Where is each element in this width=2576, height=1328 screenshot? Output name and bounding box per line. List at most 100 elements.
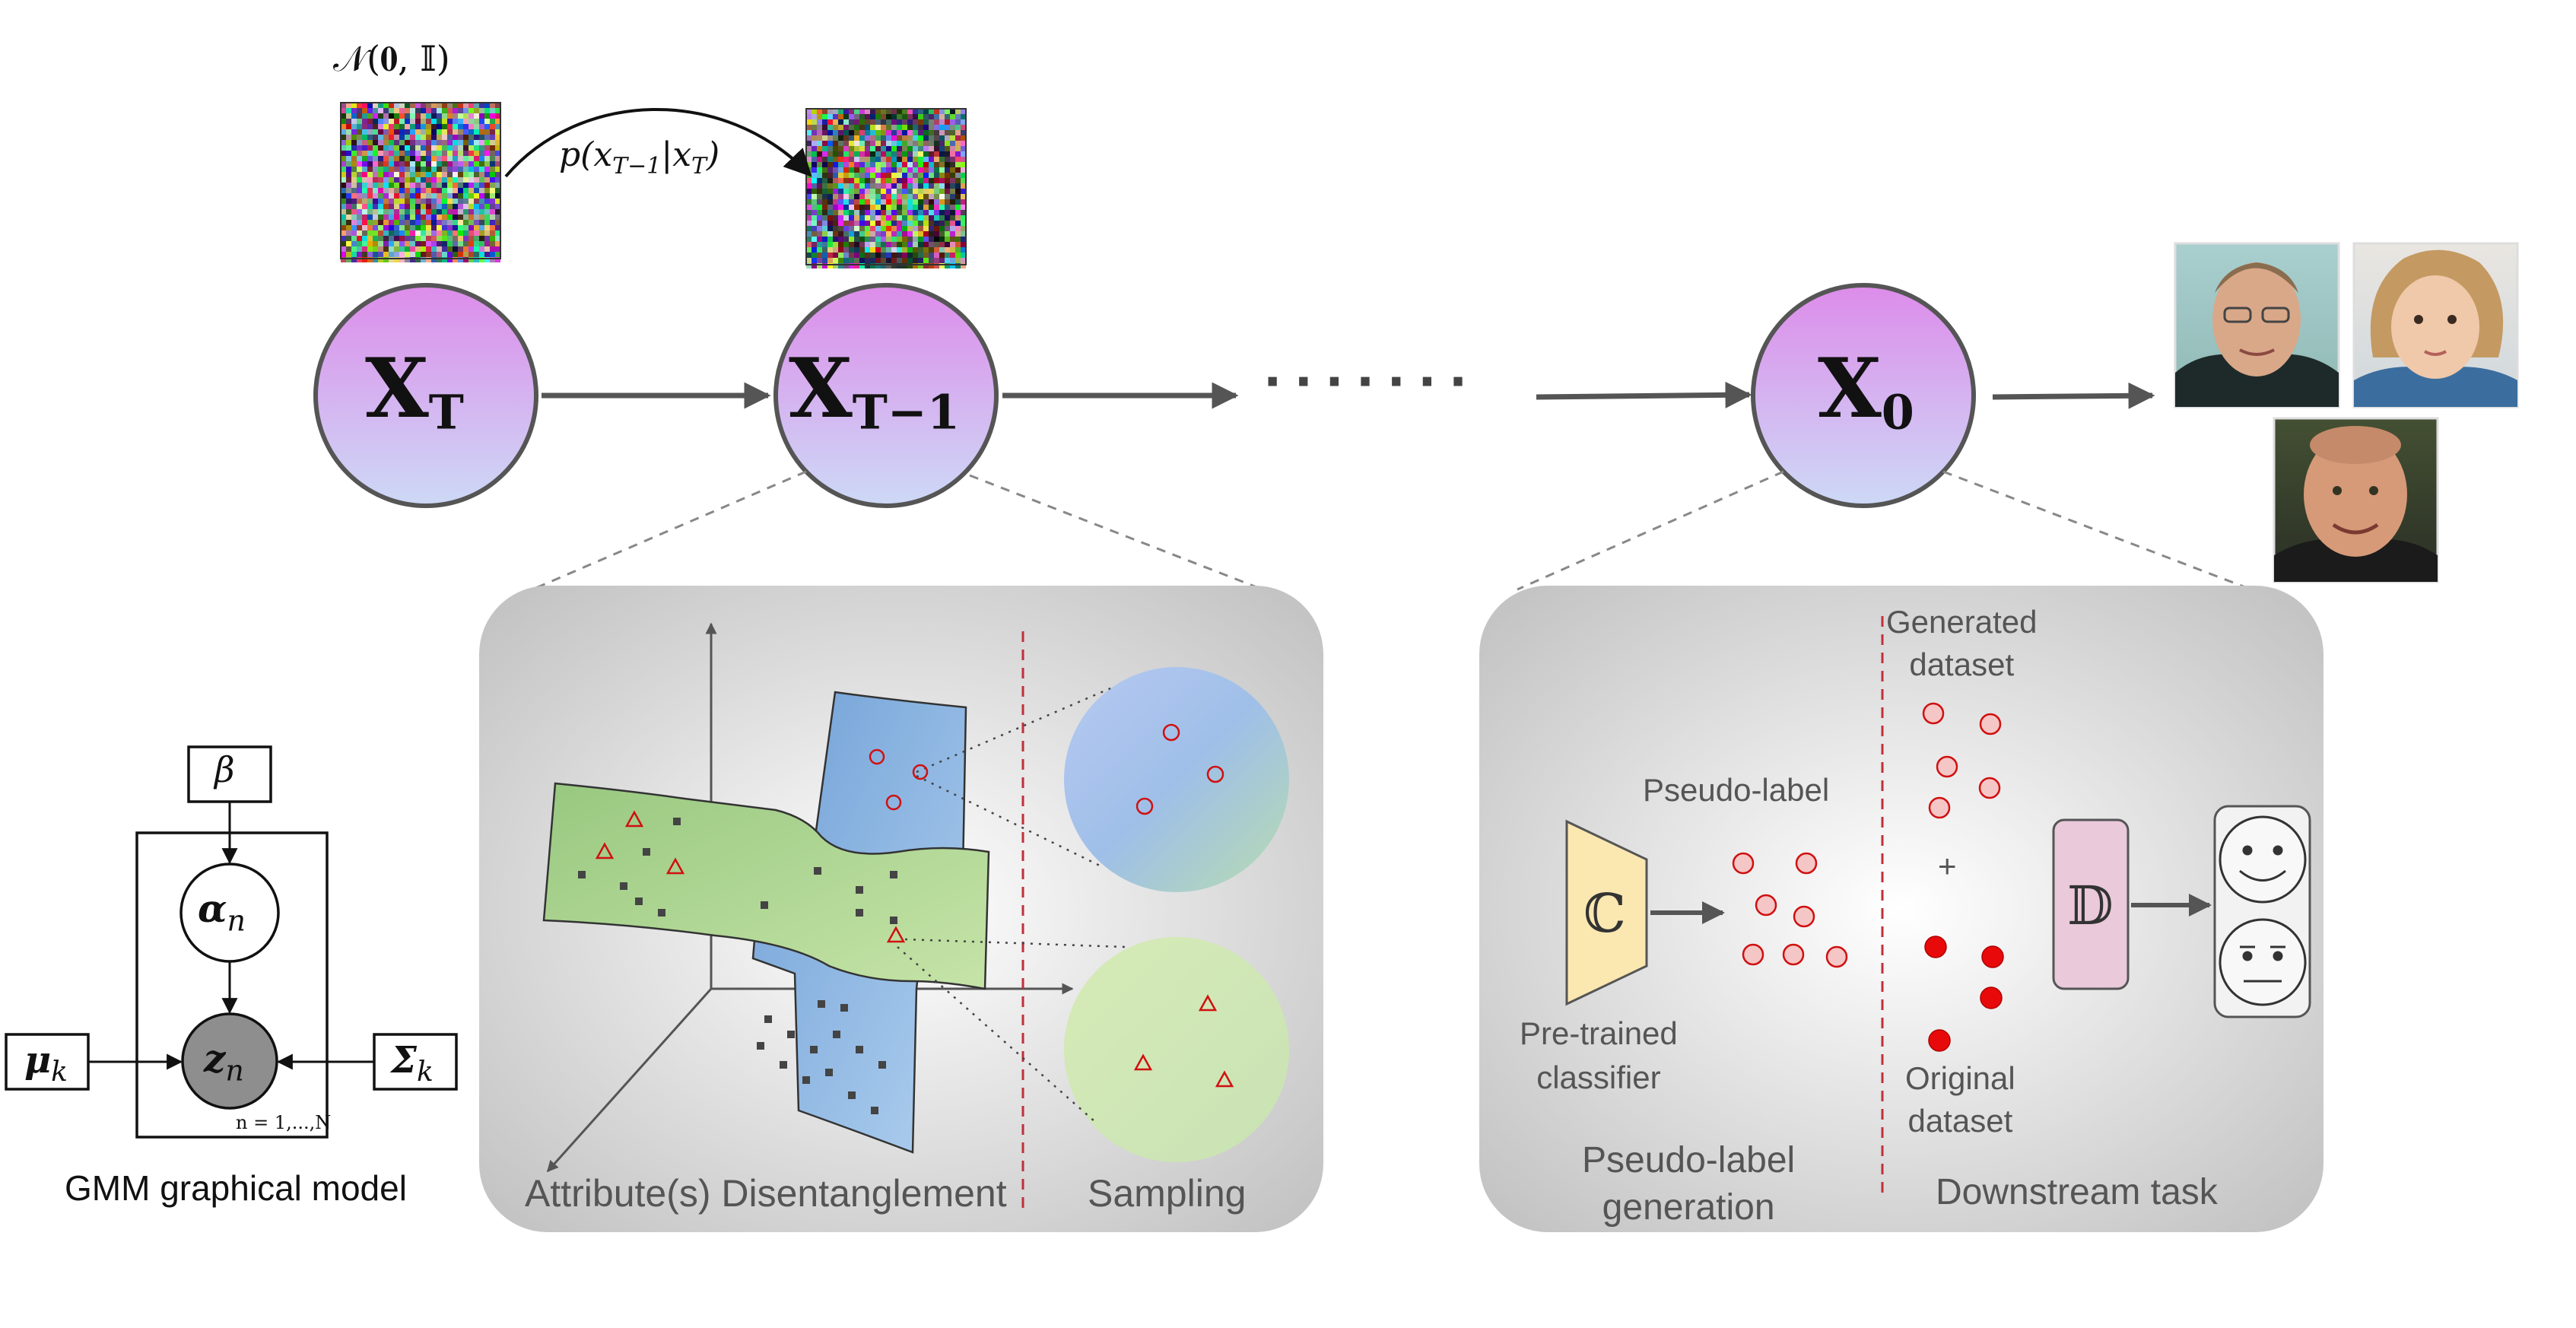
transition-text: p(xT−1|xT)	[559, 135, 720, 180]
sample-point-circle	[1162, 723, 1180, 742]
node-xt	[313, 283, 538, 508]
gmm-alpha-sub: n	[227, 904, 246, 938]
gmm-caption: GMM graphical model	[65, 1168, 407, 1208]
pseudo-label-title: Pseudo-label	[1643, 772, 1830, 808]
gmm-mu-label: μk	[24, 1039, 68, 1088]
sampling-markers	[1133, 723, 1234, 1088]
face-photo-man-2	[2273, 417, 2439, 583]
gmm-mu-symbol: μ	[24, 1039, 52, 1082]
original-data-point	[1924, 936, 1947, 958]
axis-depth	[546, 987, 713, 1173]
gmm-plate	[135, 831, 329, 1139]
pseudo-label-point	[1732, 852, 1755, 875]
noise-image-step	[805, 108, 967, 268]
data-point-square	[890, 871, 897, 878]
node-xt-minus-1-label: XT−1	[789, 341, 960, 440]
pseudo-label-generation-title: Pseudo-label generation	[1582, 1140, 1796, 1228]
happy-face-icon	[2219, 815, 2307, 904]
neutral-face-icon	[2219, 918, 2307, 1006]
node-xt-label: XT	[365, 341, 464, 440]
sample-point-circle	[1136, 797, 1154, 815]
generated-data-point	[1978, 777, 2001, 799]
classifier-symbol: ℂ	[1583, 882, 1626, 945]
pseudo-label-point	[1782, 943, 1805, 966]
pseudo-label-point	[1742, 943, 1764, 966]
data-point-square	[780, 1061, 787, 1069]
data-point-triangle	[665, 857, 685, 875]
transition-arrow	[504, 107, 812, 178]
face-photo-child	[2352, 242, 2519, 408]
zoom-line-left-b	[969, 474, 1263, 591]
data-point-square	[673, 818, 681, 825]
data-point-square	[890, 917, 897, 924]
chain-arrow-3	[1536, 381, 1752, 408]
gmm-beta-box	[187, 745, 272, 803]
generated-data-point	[1922, 702, 1945, 725]
data-point-square	[802, 1076, 810, 1084]
generated-data-point	[1979, 713, 2002, 735]
node-xt-minus-1-sub: T−1	[852, 384, 961, 440]
gmm-z-symbol: z	[204, 1036, 226, 1081]
gmm-sigma-label: Σk	[391, 1039, 434, 1088]
sample-point-triangle	[1198, 994, 1218, 1012]
manifold-sheet-green	[542, 782, 990, 990]
node-xt-sub: T	[428, 384, 464, 440]
node-xt-minus-1-main: X	[789, 341, 853, 437]
node-xt-main: X	[365, 341, 429, 437]
transition-label: p(xT−1|xT)	[559, 135, 719, 180]
sample-point-circle	[1206, 765, 1224, 783]
disentanglement-title: Attribute(s) Disentanglement	[525, 1172, 1007, 1215]
pseudo-label-point	[1755, 894, 1777, 917]
data-point-circle	[912, 764, 929, 780]
data-point-square	[878, 1061, 886, 1069]
data-point-square	[848, 1091, 856, 1099]
downstream-task-title: Downstream task	[1936, 1172, 2218, 1212]
original-data-point	[1980, 986, 2003, 1009]
chain-arrow-4	[1992, 382, 2155, 409]
original-data-point	[1928, 1029, 1951, 1052]
data-point-square	[643, 848, 650, 856]
sampling-circle-green	[1064, 937, 1289, 1162]
downstream-model-block	[2052, 818, 2130, 990]
zoom-line-right-b	[1942, 470, 2252, 591]
classifier-label: Pre-trained classifier	[1520, 1015, 1678, 1095]
sample-point-triangle	[1215, 1070, 1234, 1088]
data-point-circle	[869, 748, 885, 765]
node-x0	[1751, 283, 1976, 508]
data-point-square	[856, 886, 863, 894]
pseudo-label-point	[1825, 945, 1848, 968]
gmm-mu-box	[5, 1033, 90, 1091]
pseudo-label-point	[1795, 852, 1818, 875]
data-point-square	[787, 1031, 795, 1038]
data-point-triangle	[595, 842, 615, 859]
node-x0-main: X	[1818, 341, 1882, 437]
data-point-square	[757, 1042, 764, 1050]
gmm-alpha-label: αn	[198, 886, 246, 937]
zoom-line-right-a	[1517, 470, 1784, 591]
projection-lines	[897, 687, 1126, 1123]
data-point-circle	[885, 794, 902, 811]
gmm-sigma-box	[373, 1033, 458, 1091]
data-point-square	[635, 898, 643, 905]
generated-data-point	[1928, 796, 1951, 819]
data-point-triangle	[624, 810, 644, 828]
plus-sign: +	[1938, 848, 1957, 884]
data-point-square	[818, 1000, 825, 1008]
sampling-title: Sampling	[1088, 1172, 1247, 1215]
data-point-square	[856, 1046, 863, 1053]
data-point-square	[620, 882, 627, 890]
gmm-plate-label: n = 1,...,N	[236, 1112, 332, 1133]
data-point-triangle	[886, 926, 906, 943]
original-data-point	[1981, 945, 2004, 968]
pseudo-label-panel	[1479, 586, 2323, 1232]
downstream-symbol: 𝔻	[2067, 875, 2114, 937]
original-dataset-label: Original dataset	[1905, 1060, 2015, 1139]
data-point-square	[856, 909, 863, 917]
gmm-beta-label: β	[214, 749, 235, 790]
pseudo-label-markers	[1732, 702, 2004, 1052]
gmm-z-label: zn	[204, 1036, 244, 1087]
prior-distribution-label: 𝒩(𝟎, 𝕀)	[333, 38, 450, 79]
pseudo-label-point	[1793, 905, 1815, 928]
data-point-square	[578, 871, 586, 878]
